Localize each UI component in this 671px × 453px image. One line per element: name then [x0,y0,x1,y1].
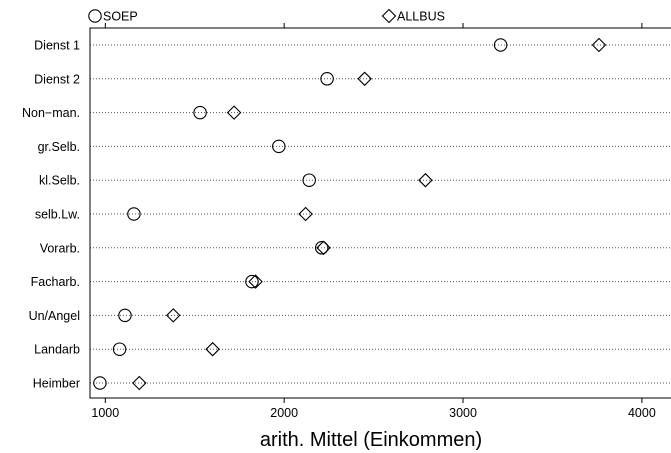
point-allbus-non-man [226,105,242,120]
point-allbus-facharb [248,274,263,289]
category-label-dienst-1: Dienst 1 [34,39,80,53]
category-label-dienst-2: Dienst 2 [34,72,80,86]
point-soep-landarb [112,342,127,356]
category-label-selb-lw: selb.Lw. [35,208,80,222]
point-allbus-selb-lw [298,206,313,222]
category-label-heimber: Heimber [33,377,80,391]
point-soep-dienst-2 [320,72,334,86]
point-soep-un-angel [118,308,132,323]
tick-label-2000: 2000 [270,406,298,420]
x-axis-ticks: 1000 2000 3000 4000 [91,23,656,420]
point-soep-facharb [245,274,259,289]
point-soep-selb-lw [127,207,141,221]
point-soep-heimber [93,376,107,390]
legend-label-allbus: ALLBUS [397,10,445,24]
point-allbus-vorarb [316,240,331,256]
category-label-non-man: Non−man. [22,106,80,120]
legend-item-soep: SOEP [88,9,138,24]
chart-legend: SOEP ALLBUS [88,8,445,24]
point-allbus-dienst-2 [357,71,372,87]
point-allbus-dienst-1 [591,37,607,53]
x-axis-title: arith. Mittel (Einkommen) [260,429,482,451]
point-allbus-kl-selb [418,172,433,188]
category-label-un-angel: Un/Angel [29,309,80,323]
legend-marker-allbus [381,8,397,24]
tick-label-1000: 1000 [91,406,119,420]
legend-marker-soep [88,9,102,23]
legend-item-allbus: ALLBUS [381,8,445,24]
category-label-facharb: Facharb. [31,275,80,289]
tick-label-3000: 3000 [449,406,477,420]
category-guide-lines [90,44,671,384]
legend-label-soep: SOEP [103,10,138,24]
category-label-vorarb: Vorarb. [40,241,80,255]
point-soep-gr-selb [272,139,286,154]
point-allbus-un-angel [165,308,181,323]
plot-frame [89,27,671,399]
data-marks [93,37,607,391]
point-allbus-heimber [132,375,147,391]
point-soep-vorarb [314,241,329,255]
point-soep-kl-selb [302,173,316,187]
category-labels: Dienst 1 Dienst 2 Non−man. gr.Selb. kl.Selb.… [22,39,80,391]
category-label-gr-selb: gr.Selb. [38,140,80,154]
category-label-kl-selb: kl.Selb. [39,174,80,188]
category-label-landarb: Landarb [34,343,80,357]
tick-label-4000: 4000 [628,406,656,420]
point-soep-non-man [193,105,207,120]
point-allbus-landarb [205,341,220,357]
point-soep-dienst-1 [493,38,508,52]
